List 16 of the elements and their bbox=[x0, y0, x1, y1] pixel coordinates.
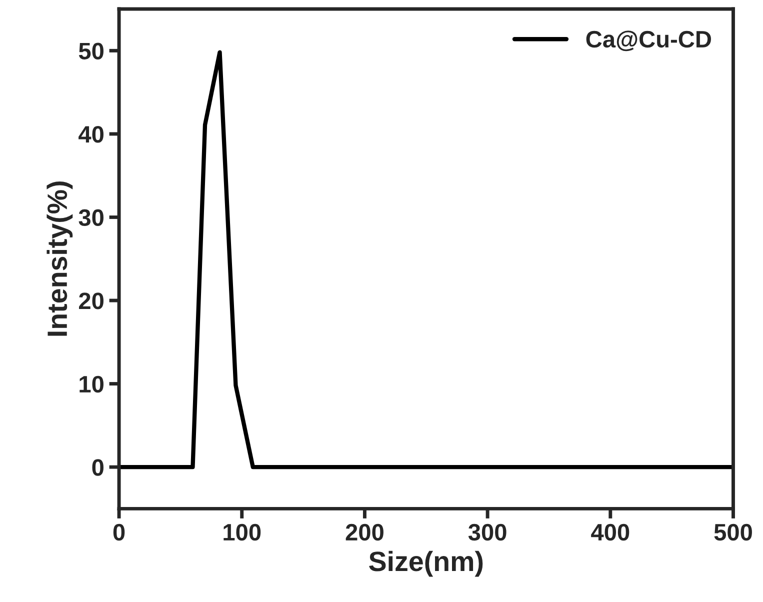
y-tick-label: 50 bbox=[78, 42, 104, 60]
x-tick-label: 300 bbox=[468, 524, 506, 541]
y-tick-label: 20 bbox=[79, 292, 104, 310]
x-tick-label: 100 bbox=[224, 524, 261, 541]
x-tick-label: 400 bbox=[591, 524, 630, 541]
x-tick-label: 500 bbox=[714, 524, 752, 541]
y-axis-title: Intensity(%) bbox=[46, 182, 73, 336]
legend-label: Ca@Cu-CD bbox=[586, 30, 711, 52]
line-series bbox=[119, 50, 734, 470]
y-tick-label: 40 bbox=[78, 126, 104, 143]
x-tick-label: 0 bbox=[113, 524, 125, 541]
x-tick-label: 200 bbox=[346, 524, 384, 541]
y-tick-label: 0 bbox=[92, 459, 104, 476]
y-tick-label: 10 bbox=[80, 376, 104, 393]
x-axis-title: Size(nm) bbox=[369, 550, 483, 577]
y-tick-label: 30 bbox=[78, 209, 104, 226]
